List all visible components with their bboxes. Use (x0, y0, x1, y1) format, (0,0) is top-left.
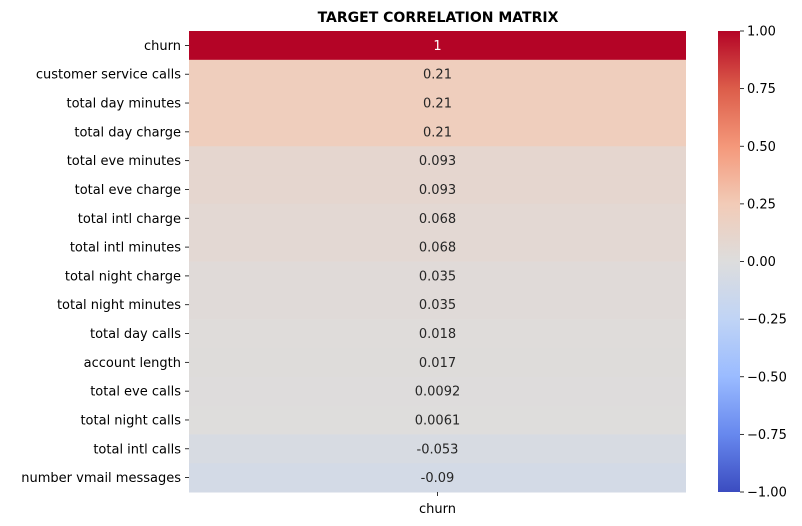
cell-annotation: 0.068 (419, 212, 456, 227)
row-label: total day charge (74, 125, 181, 140)
colorbar-tick-label: 1.00 (747, 25, 776, 40)
cell-annotation: 0.0061 (415, 413, 461, 428)
colorbar-ticks: 1.00 0.75 0.50 0.25 0.00 −0.25 −0.50 −0.75 −1.00 (740, 25, 787, 501)
row-label: number vmail messages (21, 471, 181, 486)
chart-title: TARGET CORRELATION MATRIX (318, 10, 559, 26)
heatmap-cell (189, 434, 686, 464)
heatmap-cell (189, 117, 686, 147)
cell-annotation: -0.09 (421, 471, 455, 486)
cell-annotation: 0.093 (419, 183, 456, 198)
colorbar-tick-label: −0.75 (747, 428, 787, 443)
heatmap-cell (189, 88, 686, 118)
cell-annotation: 0.21 (423, 125, 452, 140)
row-label: account length (84, 356, 181, 371)
heatmap-cell (189, 59, 686, 90)
cell-annotation: 0.035 (419, 298, 456, 313)
colorbar-tick-label: −0.50 (747, 370, 787, 385)
colorbar-tick-label: 0.75 (747, 82, 776, 97)
row-label: total intl minutes (70, 241, 181, 256)
heatmap-cell (189, 463, 686, 493)
heatmap-cell (189, 405, 686, 435)
row-label: total day minutes (66, 97, 181, 112)
colorbar-tick-label: 0.00 (747, 255, 776, 270)
row-label: churn (144, 39, 181, 54)
row-label: total intl charge (78, 212, 181, 227)
row-label: total eve calls (90, 385, 181, 400)
heatmap-cell (189, 175, 686, 205)
heatmap-cell (189, 146, 686, 176)
row-label: total intl calls (93, 442, 181, 457)
heatmap-cell (189, 290, 686, 320)
row-label: total night charge (65, 269, 181, 284)
cell-annotations: 1 0.21 0.21 0.21 0.093 0.093 0.068 0.068 0.035 0.… (415, 39, 461, 486)
column-label: churn (419, 502, 456, 517)
cell-annotation: 0.018 (419, 327, 456, 342)
colorbar-tick-label: −1.00 (747, 486, 787, 501)
cell-annotation: 1 (433, 39, 441, 54)
row-labels: churn customer service calls total day min… (21, 39, 189, 486)
column-labels: churn (419, 492, 456, 517)
heatmap-cell (189, 376, 686, 407)
colorbar-tick-label: 0.25 (747, 197, 776, 212)
cell-annotation: 0.068 (419, 241, 456, 256)
colorbar (718, 31, 740, 492)
cell-annotation: 0.035 (419, 269, 456, 284)
cell-annotation: 0.21 (423, 68, 452, 83)
cell-annotation: -0.053 (417, 442, 459, 457)
cell-annotation: 0.093 (419, 154, 456, 169)
cell-annotation: 0.017 (419, 356, 456, 371)
colorbar-tick-label: −0.25 (747, 313, 787, 328)
heatmap-cell (189, 203, 686, 234)
row-label: total eve charge (75, 183, 181, 198)
row-label: total night minutes (57, 298, 181, 313)
heatmap-cell (189, 319, 686, 349)
row-label: total eve minutes (67, 154, 182, 169)
heatmap-cells (189, 31, 686, 493)
cell-annotation: 0.0092 (415, 385, 461, 400)
row-label: total day calls (90, 327, 181, 342)
heatmap-cell (189, 347, 686, 378)
heatmap-cell (189, 31, 686, 61)
row-label: customer service calls (36, 68, 181, 83)
heatmap-cell (189, 261, 686, 291)
heatmap-cell (189, 232, 686, 262)
cell-annotation: 0.21 (423, 97, 452, 112)
row-label: total night calls (80, 413, 181, 428)
colorbar-tick-label: 0.50 (747, 140, 776, 155)
